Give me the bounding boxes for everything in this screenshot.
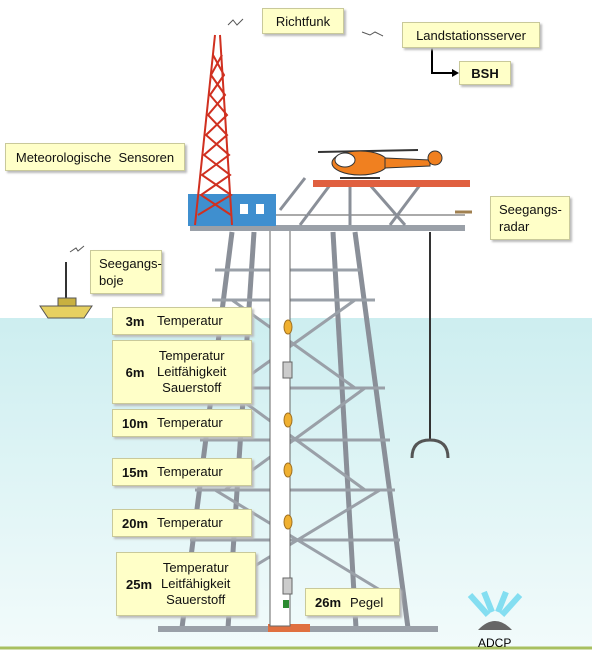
parameter: Temperatur xyxy=(162,560,229,575)
params: Temperatur Leitfähigkeit Sauerstoff xyxy=(157,348,226,396)
label-text: Richtfunk xyxy=(275,13,331,29)
label-text: radar xyxy=(499,219,530,234)
depth-box: 25m Temperatur Leitfähigkeit Sauerstoff xyxy=(116,552,256,616)
sensors xyxy=(283,319,293,530)
label-text: Seegangs- xyxy=(499,202,562,217)
label-text: Landstationsserver xyxy=(416,27,526,43)
depth-box: 10m Temperatur xyxy=(112,409,252,437)
label-text: BSH xyxy=(471,65,499,81)
depth: 25m xyxy=(125,576,153,592)
deck xyxy=(190,225,465,231)
label-text: boje xyxy=(99,273,124,288)
parameter: Leitfähigkeit xyxy=(157,364,227,379)
adcp xyxy=(467,590,523,630)
parameter: Temperatur xyxy=(157,313,223,328)
helideck xyxy=(313,180,470,187)
grab xyxy=(410,438,450,459)
depth: 20m xyxy=(121,515,149,531)
label-pegel: 26m Pegel xyxy=(305,588,400,616)
label-seegangsboje: Seegangs-boje xyxy=(90,250,162,294)
adcp-label: ADCP xyxy=(478,636,512,650)
depth: 15m xyxy=(121,464,149,480)
params: Temperatur xyxy=(157,515,223,531)
depth-box: 15m Temperatur xyxy=(112,458,252,486)
depth: 26m xyxy=(314,594,342,610)
parameter: Temperatur xyxy=(157,415,223,430)
parameter: Leitfähigkeit xyxy=(161,576,231,591)
radio-tower xyxy=(194,34,233,226)
buoy xyxy=(39,245,93,319)
parameter: Sauerstoff xyxy=(162,380,222,395)
label-landstation: Landstationsserver xyxy=(402,22,540,48)
params: Temperatur xyxy=(157,415,223,431)
params: Temperatur Leitfähigkeit Sauerstoff xyxy=(161,560,230,608)
label-richtfunk: Richtfunk xyxy=(262,8,344,34)
label-text: Pegel xyxy=(350,594,384,610)
helicopter xyxy=(317,149,443,179)
label-meteo: Meteorologische Sensoren xyxy=(5,143,185,171)
params: Temperatur xyxy=(157,313,223,329)
sea xyxy=(0,318,592,648)
label-text: Meteorologische Sensoren xyxy=(15,149,175,165)
parameter: Sauerstoff xyxy=(166,592,226,607)
depth: 3m xyxy=(125,313,145,329)
depth: 10m xyxy=(121,415,149,431)
parameter: Temperatur xyxy=(158,348,225,363)
parameter: Temperatur xyxy=(157,515,223,530)
depth-box: 3m Temperatur xyxy=(112,307,252,335)
parameter: Temperatur xyxy=(157,464,223,479)
label-bsh: BSH xyxy=(459,61,511,85)
label-text: Seegangs- xyxy=(99,256,162,271)
pipe-foot xyxy=(268,624,310,632)
depth-box: 20m Temperatur xyxy=(112,509,252,537)
helideck-support xyxy=(278,177,422,226)
label-seegangsradar: Seegangs-radar xyxy=(490,196,570,240)
depth-box: 6m Temperatur Leitfähigkeit Sauerstoff xyxy=(112,340,252,404)
params: Temperatur xyxy=(157,464,223,480)
depth: 6m xyxy=(125,364,145,380)
